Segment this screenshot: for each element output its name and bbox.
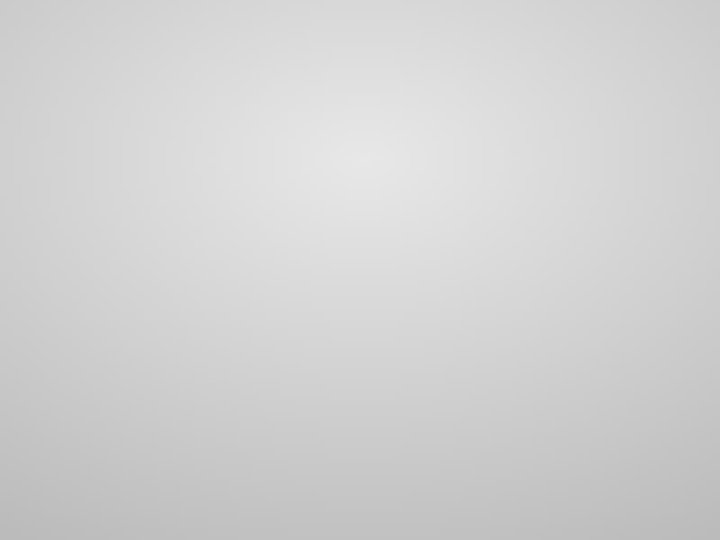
FancyBboxPatch shape (495, 218, 577, 257)
FancyBboxPatch shape (311, 248, 402, 270)
FancyBboxPatch shape (532, 139, 595, 185)
Text: Scales
and
scaling: Scales and scaling (343, 315, 370, 347)
FancyBboxPatch shape (217, 139, 301, 185)
Text: Classification data
or
personal information: Classification data or personal informat… (611, 146, 692, 178)
Text: © 2009 John Wiley & Sons Ltd.: © 2009 John Wiley & Sons Ltd. (7, 500, 125, 509)
Text: ③
General
"getup": ③ General "getup" (244, 411, 274, 442)
FancyBboxPatch shape (399, 139, 468, 185)
Text: Data
collection
methods: Data collection methods (63, 235, 102, 267)
Text: Observation: Observation (145, 195, 194, 204)
Text: Appearance of questionnaire: Appearance of questionnaire (449, 390, 559, 399)
FancyBboxPatch shape (50, 57, 698, 483)
FancyBboxPatch shape (130, 240, 209, 262)
Text: Length of questionnaire: Length of questionnaire (458, 417, 550, 426)
Text: collection: collection (47, 524, 84, 533)
FancyBboxPatch shape (426, 464, 581, 486)
FancyBboxPatch shape (47, 222, 119, 280)
FancyBboxPatch shape (324, 139, 403, 185)
Text: Testing
goodness of
data: Testing goodness of data (513, 222, 559, 253)
Text: ②
Principles
of
measurement: ② Principles of measurement (233, 271, 286, 313)
FancyBboxPatch shape (311, 357, 402, 385)
FancyBboxPatch shape (426, 383, 581, 405)
Text: Categorization: Categorization (328, 255, 384, 264)
FancyBboxPatch shape (130, 291, 209, 314)
Text: 3/1/2021  ● 44: 3/1/2021 ● 44 (647, 516, 709, 525)
Text: www.wileyeurope.com/college/sekaran: www.wileyeurope.com/college/sekaran (7, 516, 156, 525)
FancyBboxPatch shape (130, 188, 209, 211)
Text: Questionnaire
administration: Questionnaire administration (398, 227, 454, 248)
FancyBboxPatch shape (605, 139, 698, 185)
FancyBboxPatch shape (426, 437, 581, 459)
FancyBboxPatch shape (426, 410, 581, 432)
Text: Instructions for completion: Instructions for completion (452, 471, 556, 480)
Text: Sequencing: Sequencing (541, 158, 586, 166)
Text: Figure 8.2:  Principles of questionnaire design.: Figure 8.2: Principles of questionnaire … (76, 487, 271, 496)
Text: Wording
and
language: Wording and language (415, 146, 451, 178)
FancyBboxPatch shape (467, 139, 534, 185)
Text: Reliability and
validity: Reliability and validity (329, 361, 384, 381)
FancyBboxPatch shape (382, 218, 471, 257)
FancyBboxPatch shape (217, 259, 301, 324)
Text: Questionnaire: Questionnaire (141, 247, 197, 255)
Text: Principles of Questionnaire Design.: Principles of Questionnaire Design. (86, 28, 634, 59)
FancyBboxPatch shape (311, 315, 402, 347)
Text: ①
Principles
of wording: ① Principles of wording (239, 146, 279, 178)
FancyBboxPatch shape (311, 280, 402, 301)
FancyBboxPatch shape (217, 404, 301, 449)
Text: Interview: Interview (150, 298, 188, 307)
Text: Content and
purpose of
question: Content and purpose of question (340, 146, 387, 178)
Text: Coding: Coding (343, 286, 370, 295)
Text: Type and
form of
questions: Type and form of questions (482, 146, 519, 178)
Text: Introducton to respondents: Introducton to respondents (451, 444, 557, 453)
Text: Types of data and methods of data: Types of data and methods of data (47, 508, 180, 517)
